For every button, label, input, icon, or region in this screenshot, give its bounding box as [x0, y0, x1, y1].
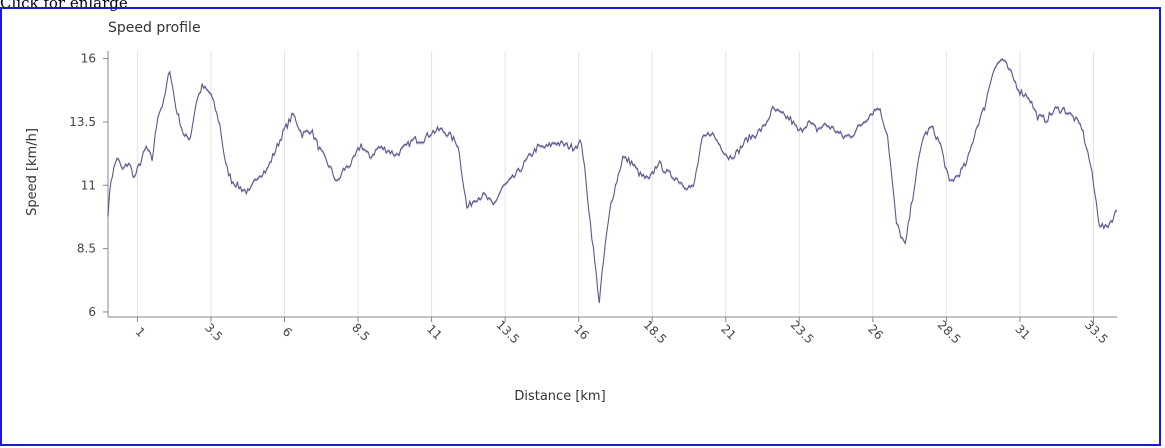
series-layer [107, 57, 1118, 305]
y-tick-label: 11 [81, 178, 96, 192]
chart-title: Speed profile [108, 20, 201, 36]
chart-frame[interactable] [0, 7, 1161, 446]
y-tick-labels: 16 13.5 11 8.5 6 [69, 52, 96, 319]
x-tick-label: 11 [424, 322, 445, 343]
y-tick-label: 13.5 [69, 115, 96, 129]
speed-series-line [107, 58, 1118, 304]
x-tick-label: 16 [571, 322, 592, 343]
x-tick-label: 31 [1012, 322, 1033, 343]
x-tick-labels: 1 3.5 6 8.5 11 13.5 16 18.5 21 23.5 26 28.5 31 33.5 [133, 318, 1111, 347]
x-tick-label: 18.5 [641, 318, 670, 347]
x-tick-label: 8.5 [349, 320, 372, 343]
y-tick-label: 16 [81, 52, 96, 66]
x-tick-label: 6 [280, 325, 295, 340]
x-tick-label: 26 [865, 322, 886, 343]
chart-caption: Click for enlarge [0, 0, 128, 12]
speed-profile-chart: Speed profile 1 3.5 6 8.5 11 13.5 16 18.5 21 23.5… [25, 20, 1118, 404]
x-tick-label: 13.5 [494, 318, 523, 347]
axes [103, 51, 1117, 322]
x-tick-label: 23.5 [788, 318, 817, 347]
series-band [108, 57, 1117, 305]
x-axis-label: Distance [km] [514, 389, 605, 404]
x-tick-label: 3.5 [202, 320, 225, 343]
y-tick-label: 6 [88, 305, 96, 319]
x-tick-label: 33.5 [1082, 318, 1111, 347]
x-tick-label: 21 [718, 322, 739, 343]
y-axis-label: Speed [km/h] [25, 128, 40, 216]
y-tick-label: 8.5 [77, 242, 96, 256]
x-tick-label: 28.5 [935, 318, 964, 347]
x-tick-label: 1 [133, 325, 148, 340]
